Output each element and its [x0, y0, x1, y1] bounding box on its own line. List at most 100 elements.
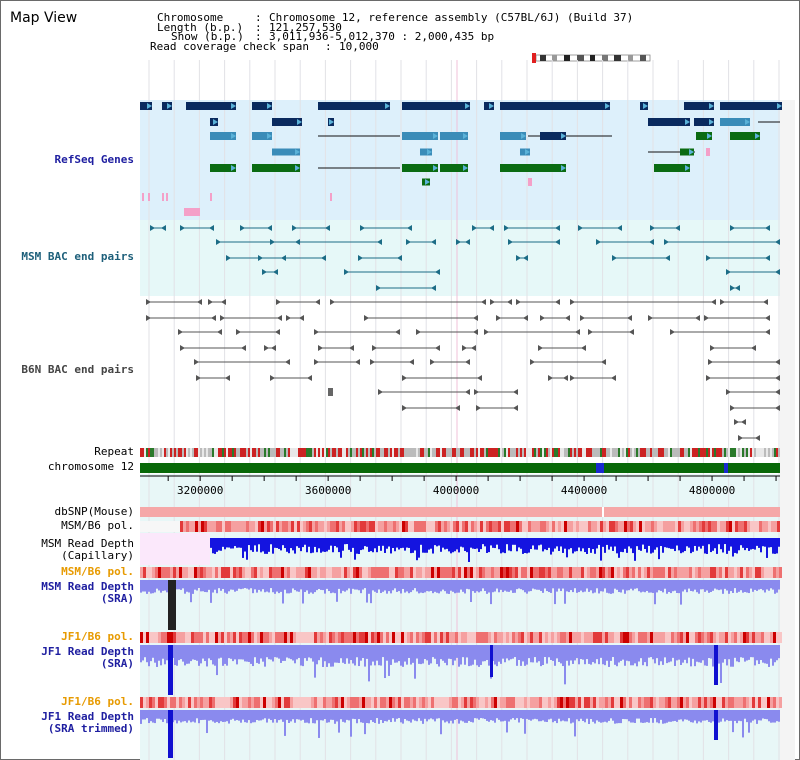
repeat-bar	[302, 448, 304, 457]
jf1-b6-pol2-cell	[299, 697, 302, 708]
msm-sra-depth-bar	[192, 580, 194, 594]
jf1-b6-pol2-cell	[698, 697, 701, 708]
repeat-bar	[144, 448, 146, 457]
jf1-b6-pol-cell	[419, 632, 422, 643]
msm-cap-depth-bar	[678, 538, 680, 551]
msm-cap-depth-bar	[338, 538, 340, 553]
jf1-b6-pol2-cell	[335, 697, 338, 708]
msm-b6-pol2-cell	[776, 567, 779, 578]
repeat-bar	[640, 448, 642, 457]
msm-cap-depth-bar	[460, 538, 462, 547]
repeat-bar	[488, 448, 490, 457]
jf1-b6-pol2-cell	[419, 697, 422, 708]
jf1-trim-depth-bar	[282, 710, 284, 722]
msm-cap-depth-bar	[622, 538, 624, 553]
msm-b6-pol-cell	[375, 521, 378, 532]
msm-sra-depth-bar	[370, 580, 372, 604]
jf1-trim-depth-bar	[446, 710, 448, 722]
gene-exon	[186, 102, 236, 110]
jf1-b6-pol-cell	[386, 632, 389, 643]
msm-sra-depth-bar	[448, 580, 450, 594]
repeat-bar	[480, 448, 482, 457]
msm-b6-pol-cell	[453, 521, 456, 532]
jf1-b6-pol-cell	[566, 632, 569, 643]
msm-b6-pol-cell	[612, 521, 615, 532]
jf1-b6-pol2-cell	[293, 697, 296, 708]
repeat-bar	[368, 448, 370, 457]
b6n-bac-pair-end	[465, 359, 470, 365]
msm-sra-depth-bar	[652, 580, 654, 593]
gene-strand-arrow	[295, 149, 300, 155]
jf1-sra-depth-spike	[490, 645, 493, 677]
jf1-b6-pol-cell	[704, 632, 707, 643]
msm-sra-depth-bar	[566, 580, 568, 592]
msm-b6-pol-cell	[606, 521, 609, 532]
jf1-sra-depth-bar	[644, 645, 646, 663]
jf1-b6-pol-cell	[749, 632, 752, 643]
jf1-trim-depth-bar	[572, 710, 574, 723]
jf1-trim-depth-bar	[468, 710, 470, 721]
msm-b6-pol-cell	[573, 521, 576, 532]
repeat-bar	[418, 448, 420, 457]
msm-cap-depth-bar	[444, 538, 446, 550]
repeat-bar	[330, 448, 332, 457]
repeat-bar	[420, 448, 422, 457]
jf1-trim-depth-bar	[506, 710, 508, 733]
b6n-bac-pair-end	[471, 345, 476, 351]
msm-b6-pol-cell	[672, 521, 675, 532]
chromosome-ideogram[interactable]	[532, 53, 652, 63]
msm-cap-depth-bar	[730, 538, 732, 547]
msm-cap-depth-bar	[220, 538, 222, 551]
jf1-b6-pol-cell	[617, 632, 620, 643]
jf1-trim-depth-bar	[640, 710, 642, 723]
msm-sra-depth-bar	[242, 580, 244, 589]
gene-pseudo	[162, 193, 164, 201]
jf1-b6-pol2-cell	[257, 697, 260, 708]
msm-b6-pol2-cell	[737, 567, 740, 578]
msm-cap-depth-bar	[624, 538, 626, 549]
jf1-b6-pol2-cell	[209, 697, 212, 708]
repeat-bar	[710, 448, 712, 457]
gene-exon	[440, 132, 468, 140]
jf1-b6-pol-cell	[269, 632, 272, 643]
msm-b6-pol-cell	[369, 521, 372, 532]
jf1-trim-depth-bar	[676, 710, 678, 722]
repeat-bar	[148, 448, 150, 457]
msm-sra-depth-bar	[238, 580, 240, 589]
msm-cap-depth-bar	[320, 538, 322, 553]
jf1-b6-pol-cell	[614, 632, 617, 643]
b6n-bac-pair-end	[741, 419, 746, 425]
track-label-msm-bac: MSM BAC end pairs	[21, 250, 134, 263]
msm-bac-pair-end	[765, 255, 770, 261]
msm-b6-pol2-cell	[539, 567, 542, 578]
msm-sra-depth-bar	[470, 580, 472, 603]
msm-b6-pol2-cell	[233, 567, 236, 578]
msm-b6-pol2-cell	[194, 567, 197, 578]
b6n-bac-pair-end	[180, 345, 185, 351]
gene-pseudo	[528, 178, 532, 186]
msm-sra-depth-bar	[592, 580, 594, 594]
jf1-sra-depth-bar	[526, 645, 528, 665]
msm-sra-depth-bar	[296, 580, 298, 592]
msm-bac-pair-end	[431, 285, 436, 291]
msm-sra-depth-bar	[252, 580, 254, 594]
msm-bac-pair-end	[650, 225, 655, 231]
jf1-trim-depth-bar	[476, 710, 478, 719]
b6n-bac-pair-end	[611, 375, 616, 381]
b6n-bac-pair-end	[402, 405, 407, 411]
msm-b6-pol-cell	[489, 521, 492, 532]
jf1-b6-pol-cell	[629, 632, 632, 643]
msm-sra-depth-bar	[716, 580, 718, 590]
jf1-trim-depth-bar	[358, 710, 360, 720]
jf1-b6-pol2-cell	[308, 697, 311, 708]
msm-sra-depth-bar	[384, 580, 386, 591]
repeat-bar	[536, 448, 538, 457]
repeat-bar	[700, 448, 702, 457]
repeat-bar	[516, 448, 518, 457]
jf1-b6-pol-cell	[713, 632, 716, 643]
jf1-sra-depth-bar	[516, 645, 518, 666]
msm-cap-depth-bar	[674, 538, 676, 552]
jf1-b6-pol2-cell	[416, 697, 419, 708]
jf1-trim-depth-bar	[726, 710, 728, 721]
